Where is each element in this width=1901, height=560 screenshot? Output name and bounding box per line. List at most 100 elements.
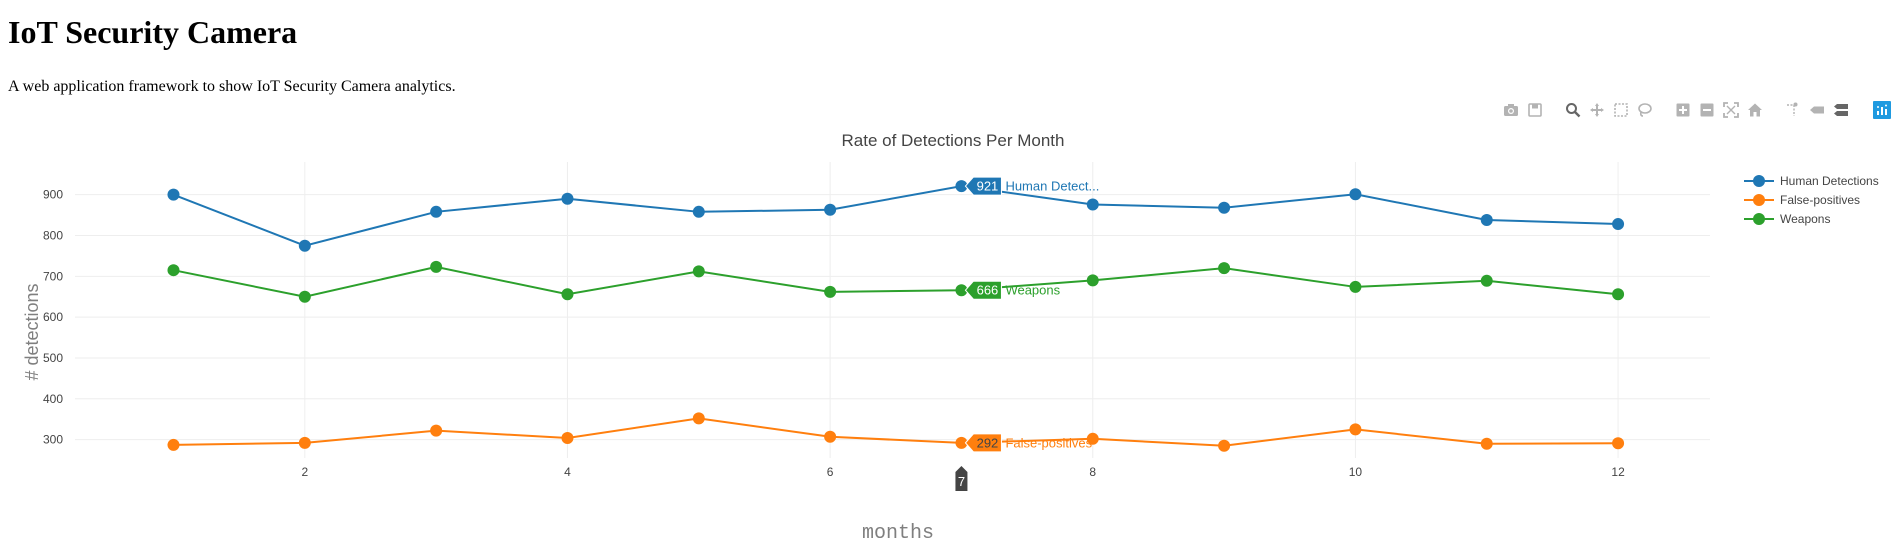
home-icon[interactable] (1743, 100, 1767, 120)
pan-icon[interactable] (1585, 100, 1609, 120)
hover-label: 292 False-positives (964, 433, 1093, 453)
y-tick-label: 900 (43, 188, 63, 202)
legend-item[interactable]: Human Detections (1744, 174, 1879, 188)
data-point[interactable] (167, 264, 180, 277)
plotly-logo-icon[interactable] (1873, 101, 1891, 119)
data-point[interactable] (1349, 423, 1362, 436)
autoscale-icon[interactable] (1719, 100, 1743, 120)
page-description: A web application framework to show IoT … (8, 78, 456, 95)
series-layer (167, 180, 1625, 452)
data-point[interactable] (298, 436, 311, 449)
hover-value: 666 (977, 283, 999, 298)
y-tick-label: 600 (43, 310, 63, 324)
data-point[interactable] (1480, 274, 1493, 287)
data-point[interactable] (1349, 188, 1362, 201)
y-axis-ticks: 300 400 500 600 700 800 900 (43, 188, 63, 447)
x-tick-label: 2 (301, 465, 308, 479)
x-tick-label: 12 (1611, 465, 1625, 479)
data-point[interactable] (692, 412, 705, 425)
data-point[interactable] (955, 284, 968, 297)
data-point[interactable] (298, 239, 311, 252)
x-tick-label: 4 (564, 465, 571, 479)
data-point[interactable] (1480, 437, 1493, 450)
legend: Human Detections False-positives Weapons (1744, 174, 1879, 226)
legend-label: False-positives (1780, 193, 1860, 207)
hover-value-box (964, 280, 1002, 300)
hover-value-box (964, 176, 1002, 196)
series-line (173, 185, 1619, 247)
lasso-icon[interactable] (1633, 100, 1657, 120)
hover-value: 292 (977, 435, 999, 450)
series-weapons (167, 260, 1625, 303)
x-tick-label: 6 (827, 465, 834, 479)
y-tick-label: 800 (43, 228, 63, 242)
data-point[interactable] (1612, 218, 1625, 231)
series-human-detections (167, 180, 1625, 252)
save-icon[interactable] (1523, 100, 1547, 120)
hover-series-name: Weapons (1005, 283, 1060, 298)
series-false-positives (167, 412, 1625, 452)
data-point[interactable] (298, 290, 311, 303)
y-axis-label: # detections (22, 283, 42, 380)
data-point[interactable] (1218, 201, 1231, 214)
data-point[interactable] (1612, 288, 1625, 301)
hover-value: 921 (977, 179, 999, 194)
x-tick-label: 10 (1349, 465, 1363, 479)
data-point[interactable] (1218, 262, 1231, 275)
legend-marker (1753, 213, 1765, 225)
data-point[interactable] (824, 430, 837, 443)
zoom-in-icon[interactable] (1671, 100, 1695, 120)
data-point[interactable] (1349, 280, 1362, 293)
series-line (173, 417, 1619, 447)
y-tick-label: 500 (43, 351, 63, 365)
data-point[interactable] (1612, 437, 1625, 450)
hover-x-box (955, 466, 968, 491)
x-axis-label: months (862, 522, 934, 545)
legend-label: Weapons (1780, 212, 1830, 226)
data-point[interactable] (955, 180, 968, 193)
series-line (173, 265, 1619, 298)
data-point[interactable] (1480, 213, 1493, 226)
camera-icon[interactable] (1499, 100, 1523, 120)
data-point[interactable] (1218, 439, 1231, 452)
data-point[interactable] (824, 285, 837, 298)
data-point[interactable] (430, 205, 443, 218)
hover-value-box (964, 433, 1002, 453)
modebar (1485, 100, 1891, 120)
hover-closest-icon[interactable] (1805, 100, 1829, 120)
data-point[interactable] (692, 205, 705, 218)
box-select-icon[interactable] (1609, 100, 1633, 120)
data-point[interactable] (1086, 198, 1099, 211)
y-tick-label: 400 (43, 392, 63, 406)
zoom-out-icon[interactable] (1695, 100, 1719, 120)
data-point[interactable] (430, 424, 443, 437)
legend-marker (1753, 194, 1765, 206)
data-point[interactable] (561, 288, 574, 301)
x-tick-label: 8 (1089, 465, 1096, 479)
data-point[interactable] (167, 438, 180, 451)
data-point[interactable] (692, 265, 705, 278)
hover-label: 666 Weapons (964, 280, 1061, 300)
hover-series-name: False-positives (1005, 435, 1092, 450)
page-title: IoT Security Camera (8, 14, 298, 50)
grid-lines (75, 162, 1710, 458)
data-point[interactable] (955, 436, 968, 449)
hover-layer: 921 Human Detect... 666 Weapons 292 False-pos… (955, 176, 1099, 491)
spike-lines-icon[interactable] (1781, 100, 1805, 120)
data-point[interactable] (1086, 274, 1099, 287)
zoom-icon[interactable] (1561, 100, 1585, 120)
data-point[interactable] (167, 188, 180, 201)
data-point[interactable] (430, 260, 443, 273)
legend-item[interactable]: Weapons (1744, 212, 1830, 226)
hover-compare-icon[interactable] (1829, 100, 1853, 120)
x-axis-ticks: 2 4 6 8 10 12 (301, 465, 1625, 479)
hover-series-name: Human Detect... (1005, 179, 1099, 194)
legend-label: Human Detections (1780, 174, 1879, 188)
data-point[interactable] (824, 203, 837, 216)
data-point[interactable] (561, 431, 574, 444)
legend-item[interactable]: False-positives (1744, 193, 1860, 207)
y-tick-label: 300 (43, 433, 63, 447)
chart-title: Rate of Detections Per Month (841, 131, 1064, 150)
data-point[interactable] (1086, 432, 1099, 445)
data-point[interactable] (561, 192, 574, 205)
